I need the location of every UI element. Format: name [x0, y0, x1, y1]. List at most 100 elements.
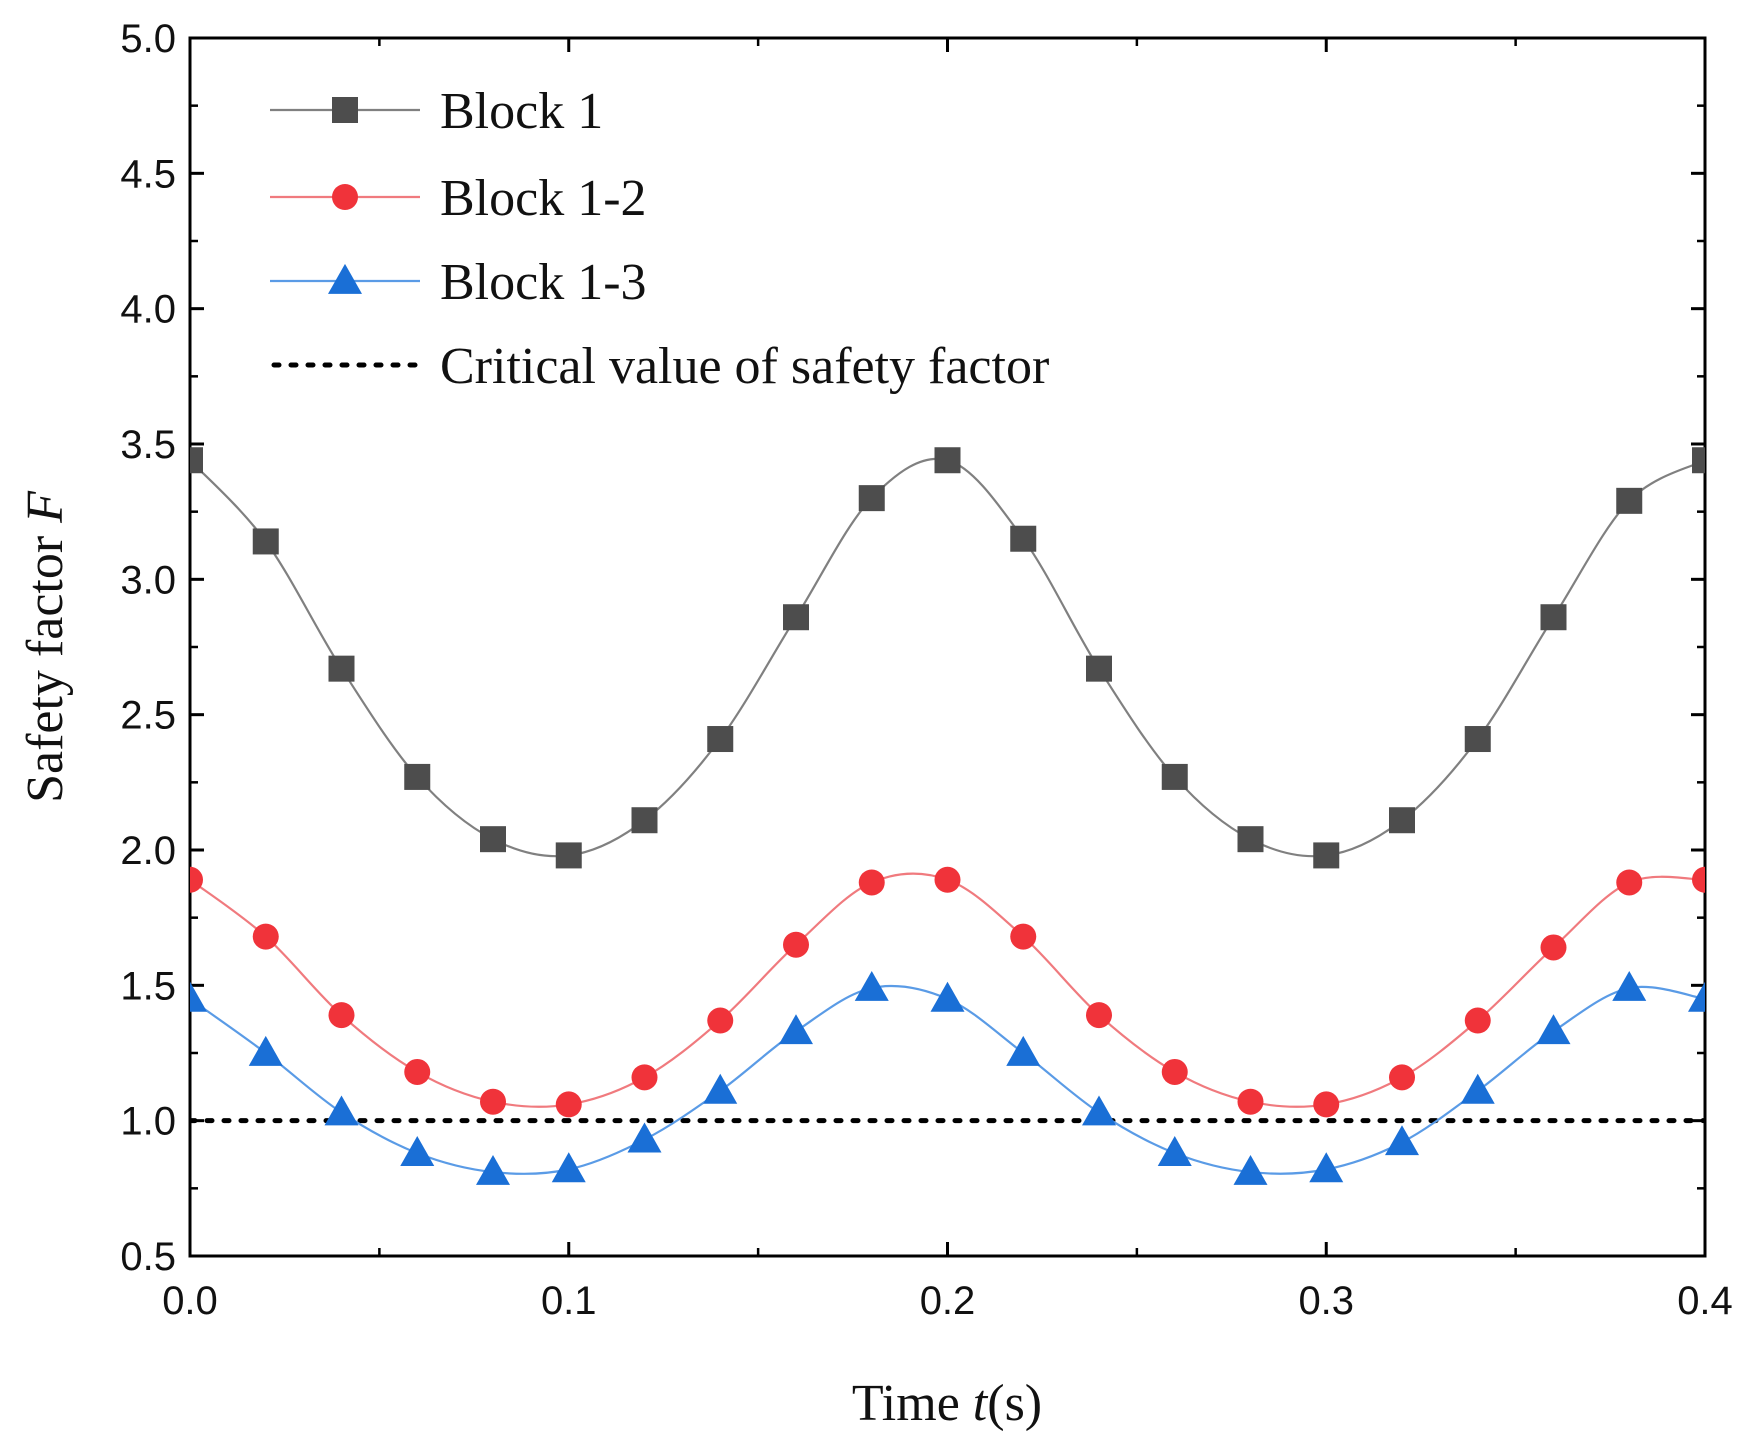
data-point	[1309, 1152, 1344, 1183]
data-point	[476, 1154, 510, 1185]
legend: Block 1 Block 1-2 Block 1-3 Critical value …	[270, 83, 1049, 395]
data-point	[1157, 1136, 1192, 1166]
data-point	[1010, 923, 1037, 950]
data-point	[707, 726, 734, 753]
y-tick-label: 4.0	[120, 288, 176, 332]
data-point	[631, 1064, 658, 1091]
data-point	[1237, 1088, 1264, 1115]
data-point	[1086, 1002, 1112, 1029]
data-point	[400, 1136, 435, 1166]
data-point	[1536, 1014, 1571, 1045]
y-tick-label: 3.5	[120, 423, 176, 467]
legend-item-2: Block 1-2	[270, 170, 647, 227]
data-point	[190, 981, 207, 1012]
x-tick-label: 0.1	[541, 1279, 597, 1323]
data-point	[551, 1152, 586, 1183]
x-axis-title-variable: t	[973, 1375, 989, 1432]
data-point	[480, 1088, 506, 1115]
data-point	[854, 970, 889, 1001]
x-tick-label: 0.3	[1298, 1279, 1354, 1323]
data-point	[1313, 1091, 1340, 1118]
data-point	[328, 655, 355, 682]
data-point	[627, 1122, 662, 1153]
legend-label: Block 1-3	[440, 254, 647, 311]
y-tick-label: 1.0	[120, 1100, 176, 1144]
data-point	[1616, 487, 1643, 514]
data-point	[1464, 1007, 1491, 1034]
series-layer	[190, 447, 1705, 1185]
data-point	[1385, 1125, 1419, 1156]
data-point	[858, 869, 885, 896]
data-point	[1161, 763, 1188, 790]
x-axis-title-prefix: Time	[852, 1375, 973, 1432]
y-tick-label: 0.5	[120, 1235, 176, 1279]
legend-marker	[332, 184, 358, 210]
data-point	[1082, 1095, 1116, 1126]
data-point	[934, 447, 961, 474]
data-point	[1460, 1073, 1495, 1104]
legend-marker	[328, 263, 362, 294]
data-point	[1692, 866, 1705, 893]
y-axis-title-prefix: Safety factor	[17, 523, 74, 803]
data-point	[1086, 655, 1112, 682]
data-point	[1161, 1058, 1188, 1085]
data-point	[930, 981, 965, 1012]
legend-label: Block 1-2	[440, 170, 647, 227]
axis-tick-labels: 0.0 0.1 0.2 0.3 0.4 0.5 1.0 1.5 2.0 2.5 3.0 3.5 4.0 4…	[120, 17, 1732, 1323]
y-tick-label: 3.0	[120, 558, 176, 602]
data-point	[404, 1058, 431, 1085]
data-point	[707, 1007, 734, 1034]
legend-label: Block 1	[440, 83, 603, 140]
data-point	[1688, 981, 1705, 1012]
data-point	[1389, 1064, 1415, 1091]
series-1	[190, 447, 1705, 869]
x-tick-label: 0.2	[920, 1279, 976, 1323]
legend-item-3: Block 1-3	[270, 254, 647, 311]
y-axis-title: Safety factor F	[17, 490, 74, 803]
data-point	[248, 1035, 283, 1066]
legend-item-1: Block 1	[270, 83, 603, 140]
data-point	[858, 485, 885, 512]
legend-item-critical: Critical value of safety factor	[271, 338, 1049, 395]
data-point	[324, 1095, 359, 1126]
data-point	[328, 1002, 355, 1029]
data-point	[1464, 726, 1491, 753]
data-point	[1540, 604, 1567, 631]
y-axis-title-variable: F	[17, 490, 74, 524]
data-point	[1006, 1035, 1041, 1066]
data-point	[480, 826, 506, 853]
x-axis-title-suffix: (s)	[987, 1375, 1042, 1432]
data-point	[783, 604, 809, 631]
series-3	[190, 970, 1705, 1185]
data-point	[1692, 447, 1705, 474]
y-tick-label: 5.0	[120, 17, 176, 61]
y-tick-label: 2.0	[120, 829, 176, 873]
x-axis-title: Time t(s)	[852, 1375, 1042, 1432]
data-point	[1540, 934, 1567, 961]
data-point	[1389, 807, 1415, 834]
data-point	[1612, 970, 1647, 1001]
data-point	[934, 866, 961, 893]
data-point	[252, 923, 279, 950]
y-tick-label: 4.5	[120, 152, 176, 196]
legend-label: Critical value of safety factor	[440, 338, 1049, 395]
data-point	[1616, 869, 1643, 896]
axis-ticks	[188, 36, 1707, 1258]
x-tick-label: 0.0	[162, 1279, 218, 1323]
data-point	[703, 1073, 738, 1104]
data-point	[783, 931, 809, 958]
data-point	[555, 842, 582, 869]
data-point	[1010, 525, 1037, 552]
data-point	[1237, 826, 1264, 853]
legend-marker	[332, 97, 358, 123]
data-point	[1313, 842, 1340, 869]
data-point	[190, 447, 203, 474]
series-2	[190, 866, 1705, 1118]
data-point	[190, 866, 203, 893]
data-point	[631, 807, 658, 834]
x-tick-label: 0.4	[1677, 1279, 1733, 1323]
data-point	[404, 763, 431, 790]
data-point	[779, 1014, 813, 1045]
data-point	[1233, 1154, 1268, 1185]
